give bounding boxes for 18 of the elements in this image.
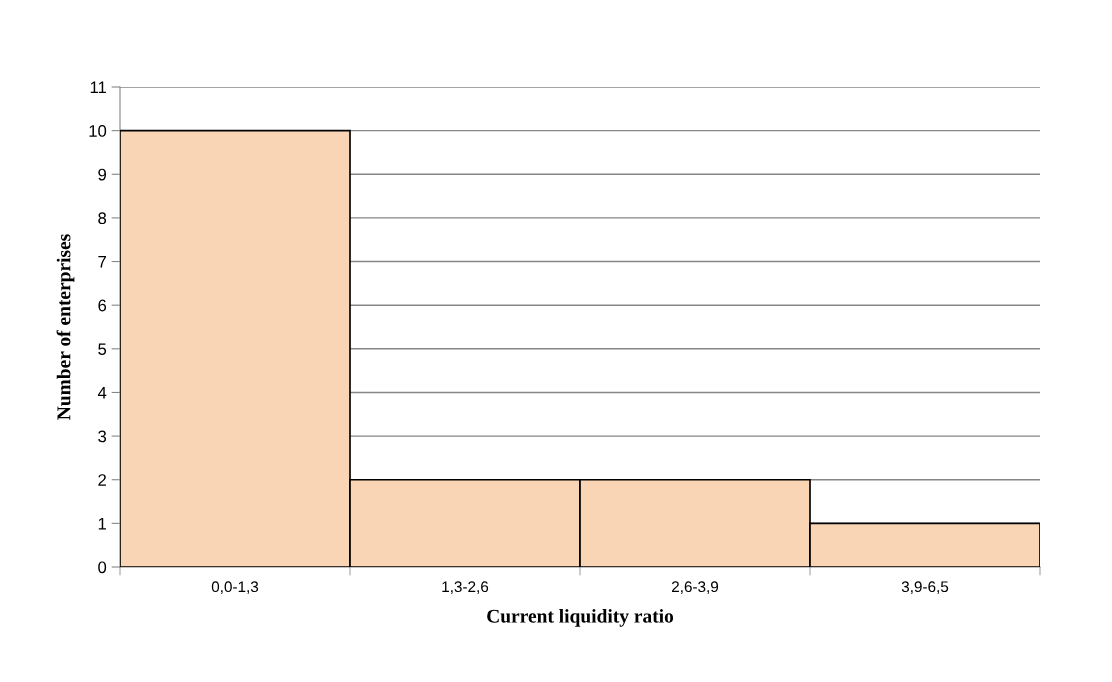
x-tick-label: 1,3-2,6 [442,581,489,594]
y-tick-label: 10 [89,125,107,137]
x-tick-label: 2,6-3,9 [671,581,719,594]
x-axis-title: Current liquidity ratio [487,609,674,627]
y-tick-label: 2 [98,474,106,486]
x-tick-label: 0,0-1,3 [211,581,259,594]
y-tick-label: 8 [98,212,107,225]
y-tick-label: 7 [98,256,106,268]
y-axis-title: Number of enterprises [56,234,75,420]
y-tick-label: 6 [98,299,107,312]
y-tick-label: 3 [98,430,107,443]
y-tick-label: 4 [97,387,107,399]
y-tick-label: 11 [90,81,106,94]
y-tick-label: 1 [98,517,106,530]
x-tick-label: 3,9-6,5 [901,581,949,594]
y-tick-label: 9 [98,168,107,181]
y-tick-label: 5 [98,343,107,356]
y-tick-label: 0 [98,561,107,574]
